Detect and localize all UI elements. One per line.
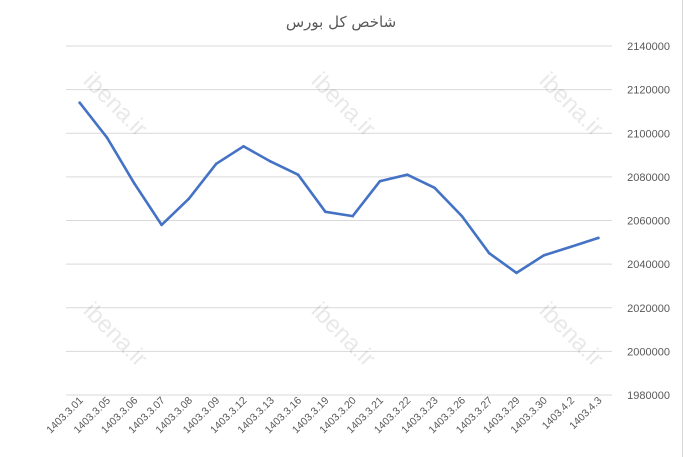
data-point	[132, 182, 136, 185]
y-tick-label: 2060000	[627, 216, 670, 228]
data-point	[487, 251, 491, 255]
data-point	[105, 136, 109, 139]
data-point	[515, 271, 518, 275]
data-point	[405, 173, 409, 176]
data-point	[78, 101, 81, 105]
y-tick-label: 2020000	[627, 303, 670, 315]
y-axis-ticks: 1980000 2000000 2020000 2040000 2060000 20800…	[627, 41, 670, 402]
data-point	[296, 173, 300, 176]
watermark: ibena.ir	[78, 297, 153, 372]
gridlines	[66, 45, 612, 396]
data-point	[324, 210, 327, 214]
data-point	[242, 145, 245, 148]
series-line	[78, 101, 600, 275]
watermark: ibena.ir	[78, 67, 153, 142]
y-tick-label: 2080000	[627, 172, 670, 184]
data-point	[597, 236, 600, 240]
data-point	[269, 160, 273, 163]
watermark: ibena.ir	[306, 67, 381, 142]
y-tick-label: 2140000	[627, 41, 670, 53]
data-point	[351, 214, 354, 218]
chart-title: شاخص کل بورس	[286, 13, 396, 31]
y-tick-label: 1980000	[627, 390, 670, 402]
y-tick-label: 2040000	[627, 259, 670, 271]
data-point	[542, 254, 546, 257]
data-point	[460, 214, 464, 218]
data-point	[433, 186, 436, 190]
y-tick-label: 2120000	[627, 85, 670, 97]
data-point	[187, 197, 191, 200]
watermark: ibena.ir	[306, 297, 381, 372]
data-point	[569, 245, 573, 248]
x-axis-ticks: 1403.3.011403.3.051403.3.061403.3.071403…	[44, 395, 604, 437]
watermark: ibena.ir	[534, 67, 609, 142]
data-point	[378, 179, 382, 183]
series	[78, 101, 600, 275]
y-tick-label: 2100000	[627, 128, 670, 140]
watermark: ibena.ir	[534, 297, 609, 372]
y-tick-label: 2000000	[627, 346, 670, 358]
data-point	[214, 162, 218, 166]
data-point	[160, 223, 163, 227]
